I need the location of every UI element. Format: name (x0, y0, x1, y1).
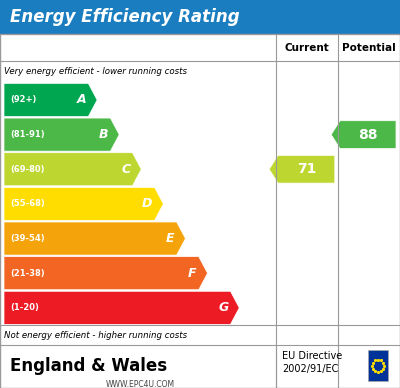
Text: (55-68): (55-68) (10, 199, 45, 208)
Text: (39-54): (39-54) (10, 234, 45, 243)
Text: B: B (99, 128, 108, 141)
Text: EU Directive
2002/91/EC: EU Directive 2002/91/EC (282, 351, 342, 374)
Text: Potential: Potential (342, 43, 396, 53)
Polygon shape (4, 291, 239, 324)
Text: Very energy efficient - lower running costs: Very energy efficient - lower running co… (4, 68, 187, 76)
Polygon shape (4, 256, 208, 290)
Polygon shape (4, 153, 141, 186)
Text: D: D (142, 197, 152, 210)
Text: Current: Current (285, 43, 329, 53)
Bar (0, 0, 400, 34)
Text: 71: 71 (297, 162, 316, 176)
Text: (81-91): (81-91) (10, 130, 45, 139)
Polygon shape (4, 222, 186, 255)
Polygon shape (4, 118, 119, 151)
Text: (21-38): (21-38) (10, 268, 45, 278)
Text: 88: 88 (358, 128, 378, 142)
Text: WWW.EPC4U.COM: WWW.EPC4U.COM (106, 380, 174, 388)
Bar (368, 350, 388, 381)
Text: Not energy efficient - higher running costs: Not energy efficient - higher running co… (4, 331, 187, 340)
Polygon shape (331, 121, 396, 149)
Polygon shape (269, 155, 335, 183)
Polygon shape (4, 83, 97, 116)
Text: (69-80): (69-80) (10, 165, 44, 174)
Text: C: C (121, 163, 130, 176)
Text: E: E (166, 232, 175, 245)
Text: (92+): (92+) (10, 95, 36, 104)
Text: A: A (77, 94, 86, 106)
Text: (1-20): (1-20) (10, 303, 39, 312)
Text: G: G (218, 301, 228, 314)
Text: F: F (188, 267, 197, 280)
Text: England & Wales: England & Wales (10, 357, 167, 375)
Polygon shape (4, 187, 163, 220)
Text: Energy Efficiency Rating: Energy Efficiency Rating (10, 8, 240, 26)
